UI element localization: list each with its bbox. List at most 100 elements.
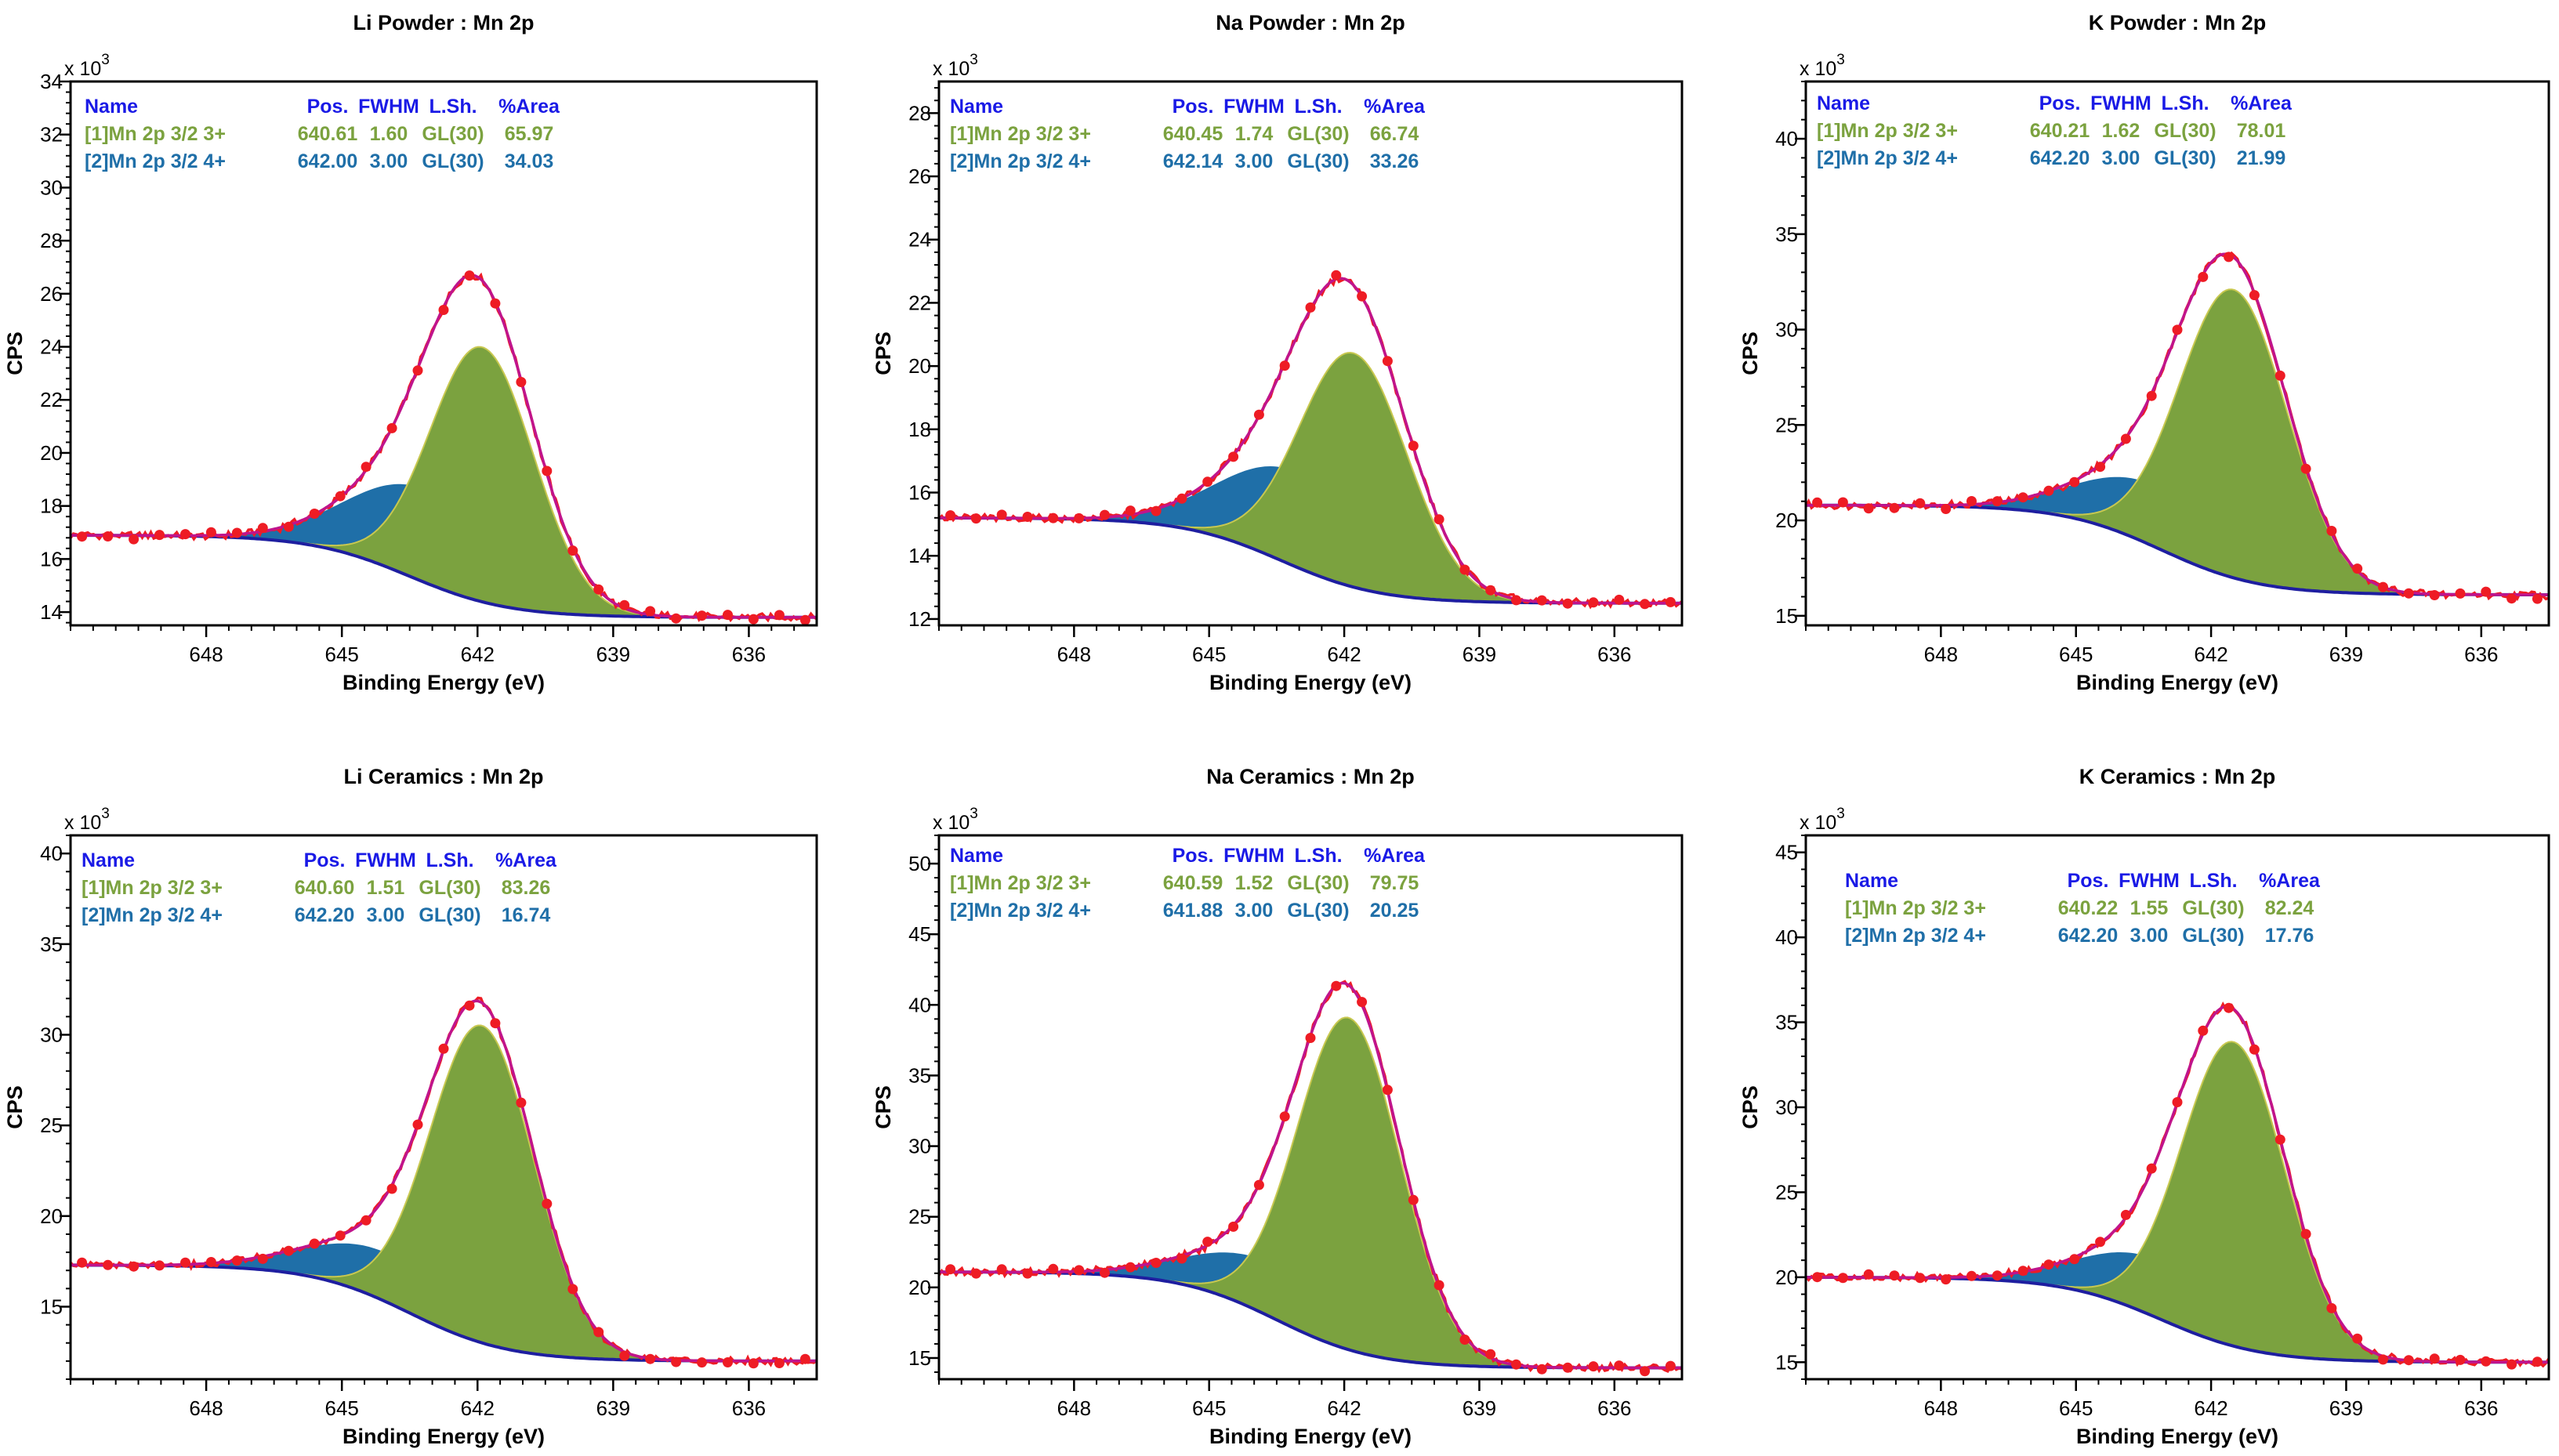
raw-data-point <box>1151 1258 1162 1268</box>
table-header-lsh: L.Sh. <box>429 96 477 118</box>
raw-data-point <box>1125 1262 1136 1273</box>
exponent-power: 3 <box>1836 52 1845 68</box>
raw-data-point <box>1253 409 1264 420</box>
y-exponent-label: x 103 <box>1800 806 1845 834</box>
table-cell-pos: 642.20 <box>2030 147 2090 169</box>
x-tick-label: 645 <box>324 643 358 666</box>
y-tick-label: 20 <box>908 1276 931 1299</box>
raw-data-point <box>567 545 578 556</box>
raw-data-point <box>2429 590 2440 600</box>
raw-data-point <box>996 1264 1007 1275</box>
table-cell-name: [1]Mn 2p 3/2 3+ <box>950 872 1091 894</box>
raw-data-point <box>1941 504 1952 514</box>
table-header-pos: Pos. <box>307 96 349 118</box>
raw-data-point <box>593 1327 604 1338</box>
raw-data-point <box>1665 1360 1676 1371</box>
x-tick-label: 648 <box>1057 1396 1091 1420</box>
x-tick-label: 636 <box>2464 1396 2498 1420</box>
table-cell-name: [2]Mn 2p 3/2 4+ <box>1817 147 1958 169</box>
exponent-power: 3 <box>101 52 110 68</box>
x-tick-label: 645 <box>1192 643 1226 666</box>
y-tick-label: 30 <box>1775 318 1798 342</box>
raw-data-point <box>2198 271 2209 282</box>
raw-data-point <box>1915 498 1926 509</box>
raw-data-point <box>438 1043 449 1054</box>
table-header-lsh: L.Sh. <box>426 849 473 871</box>
raw-data-point <box>1253 1179 1264 1190</box>
y-tick-label: 45 <box>908 922 931 946</box>
raw-data-point <box>1459 564 1470 575</box>
raw-data-point <box>2095 1237 2106 1248</box>
table-cell-fwhm: 3.00 <box>370 150 408 172</box>
y-tick-label: 32 <box>40 123 63 147</box>
raw-data-point <box>2198 1025 2209 1036</box>
y-exponent-label: x 103 <box>1800 52 1845 80</box>
raw-data-point <box>1536 595 1547 606</box>
y-tick-label: 25 <box>1775 1180 1798 1204</box>
y-tick-label: 16 <box>908 481 931 505</box>
table-cell-name: [1]Mn 2p 3/2 3+ <box>1845 897 1986 919</box>
y-tick-label: 40 <box>908 993 931 1016</box>
table-cell-area: 17.76 <box>2265 925 2314 947</box>
raw-data-point <box>1863 503 1874 514</box>
raw-data-point <box>1536 1364 1547 1375</box>
y-tick-label: 18 <box>40 494 63 518</box>
table-header-area: %Area <box>498 96 560 118</box>
y-tick-label: 25 <box>908 1205 931 1229</box>
table-header-lsh: L.Sh. <box>1294 96 1342 118</box>
table-header-lsh: L.Sh. <box>2161 92 2209 114</box>
y-tick-label: 14 <box>908 544 931 567</box>
raw-data-point <box>723 1357 733 1367</box>
raw-data-point <box>516 377 527 387</box>
y-tick-label: 14 <box>40 600 63 624</box>
y-tick-label: 22 <box>908 291 931 314</box>
raw-data-point <box>1305 1033 1316 1043</box>
raw-data-point <box>671 1356 682 1367</box>
raw-data-point <box>2352 1333 2363 1344</box>
raw-data-point <box>154 530 165 541</box>
raw-data-point <box>1889 502 1900 513</box>
raw-data-point <box>2274 1134 2285 1145</box>
x-axis-label: Binding Energy (eV) <box>2076 671 2278 694</box>
raw-data-point <box>619 1350 630 1361</box>
y-tick-label: 35 <box>1775 1011 1798 1034</box>
panel-1: Li Powder : Mn 2p 14 16 18 20 22 24 26 28 30 32 34 6… <box>3 11 818 694</box>
plot-area <box>939 980 1682 1377</box>
raw-data-point <box>1382 356 1393 367</box>
y-tick-label: 20 <box>40 1204 63 1228</box>
raw-data-point <box>1434 514 1444 525</box>
table-cell-name: [2]Mn 2p 3/2 4+ <box>85 150 226 172</box>
table-cell-lsh: GL(30) <box>1287 123 1349 145</box>
raw-data-point <box>438 305 449 315</box>
raw-data-point <box>1074 1265 1085 1276</box>
y-axis-label: CPS <box>872 331 895 375</box>
plot-area <box>939 270 1682 610</box>
table-cell-area: 79.75 <box>1370 872 1419 894</box>
raw-data-point <box>180 1257 190 1268</box>
raw-data-point <box>2120 1209 2131 1220</box>
x-tick-label: 648 <box>1924 1396 1958 1420</box>
y-tick-label: 12 <box>908 607 931 631</box>
x-tick-label: 648 <box>189 643 223 666</box>
y-axis-label: CPS <box>1738 331 1762 375</box>
x-tick-label: 645 <box>2059 1396 2093 1420</box>
table-cell-fwhm: 1.60 <box>370 123 408 145</box>
plot-area <box>71 996 817 1369</box>
raw-data-point <box>1863 1269 1874 1280</box>
raw-data-point <box>970 1268 981 1279</box>
x-tick-label: 636 <box>2464 643 2498 666</box>
raw-data-point <box>1074 512 1085 523</box>
raw-data-point <box>2378 1354 2388 1365</box>
y-tick-label: 35 <box>1775 223 1798 246</box>
plot-frame <box>69 80 818 627</box>
y-tick-label: 20 <box>1775 1266 1798 1289</box>
x-tick-label: 642 <box>1327 1396 1361 1420</box>
x-tick-label: 636 <box>732 1396 766 1420</box>
raw-data-point <box>774 610 785 621</box>
panel-4: Li Ceramics : Mn 2p 15 20 25 30 35 40 648 645 642… <box>3 765 818 1448</box>
table-cell-area: 83.26 <box>502 877 551 899</box>
y-exponent-label: x 103 <box>933 52 978 80</box>
exponent-power: 3 <box>101 806 110 822</box>
raw-data-point <box>1434 1280 1444 1291</box>
